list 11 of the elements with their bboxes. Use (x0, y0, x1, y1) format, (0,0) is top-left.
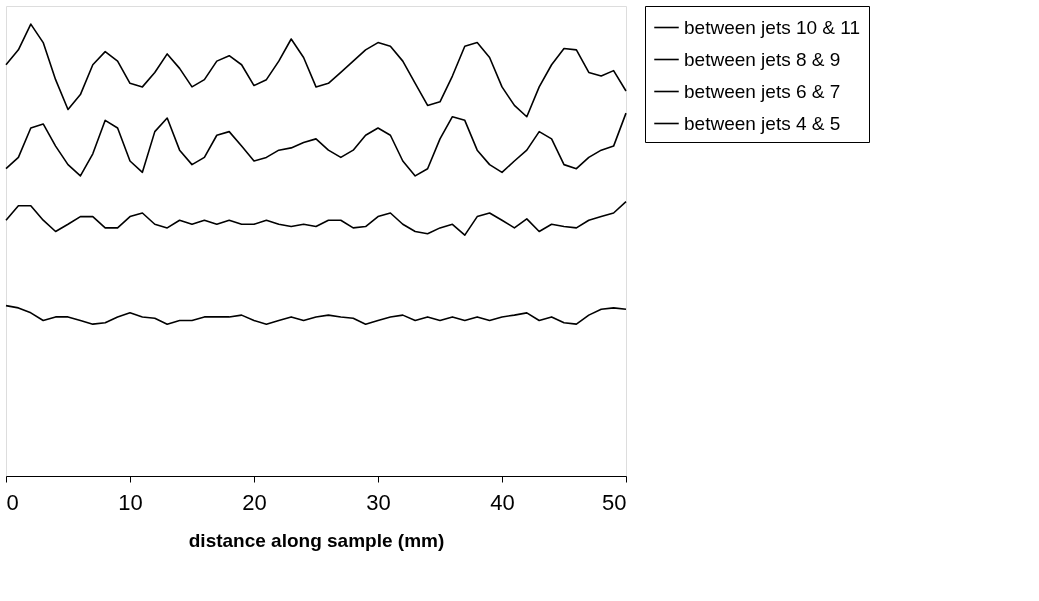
x-tick-label: 30 (366, 489, 391, 515)
x-axis-title: distance along sample (mm) (188, 529, 445, 551)
legend-label: between jets 6 & 7 (684, 80, 841, 102)
legend-label: between jets 4 & 5 (684, 112, 841, 134)
x-tick-label: 10 (118, 489, 143, 515)
x-tick-label: 20 (242, 489, 267, 515)
x-tick-label: 40 (490, 489, 515, 515)
x-tick-label: 50 (602, 489, 627, 515)
legend-label: between jets 8 & 9 (684, 48, 841, 70)
legend-label: between jets 10 & 11 (684, 16, 861, 38)
x-tick-label: 0 (6, 489, 19, 515)
